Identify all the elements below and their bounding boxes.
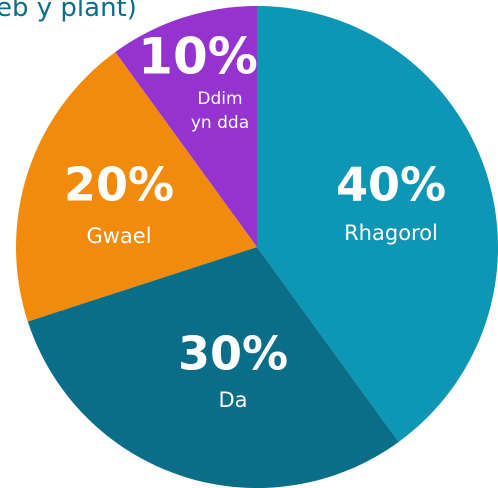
slice-category-label: Rhagorol xyxy=(344,221,438,245)
slice-value-label: 40% xyxy=(336,158,446,212)
slice-value-label: 20% xyxy=(64,158,174,212)
slice-value-label: 30% xyxy=(178,327,288,381)
pie-slice-da xyxy=(27,247,399,488)
pie-slice-gwael xyxy=(15,52,258,322)
slice-category-label: Da xyxy=(218,388,247,412)
pie-slice-rhagorol xyxy=(257,6,498,442)
chart-title: eb y plant) xyxy=(0,0,137,23)
slice-category-label: Ddim xyxy=(197,89,242,109)
pie-slice-ddim-yn-dda xyxy=(115,5,258,247)
slice-category-label: Gwael xyxy=(86,224,151,248)
slice-value-label: 10% xyxy=(138,28,258,86)
slice-category-label: yn dda xyxy=(191,113,249,133)
